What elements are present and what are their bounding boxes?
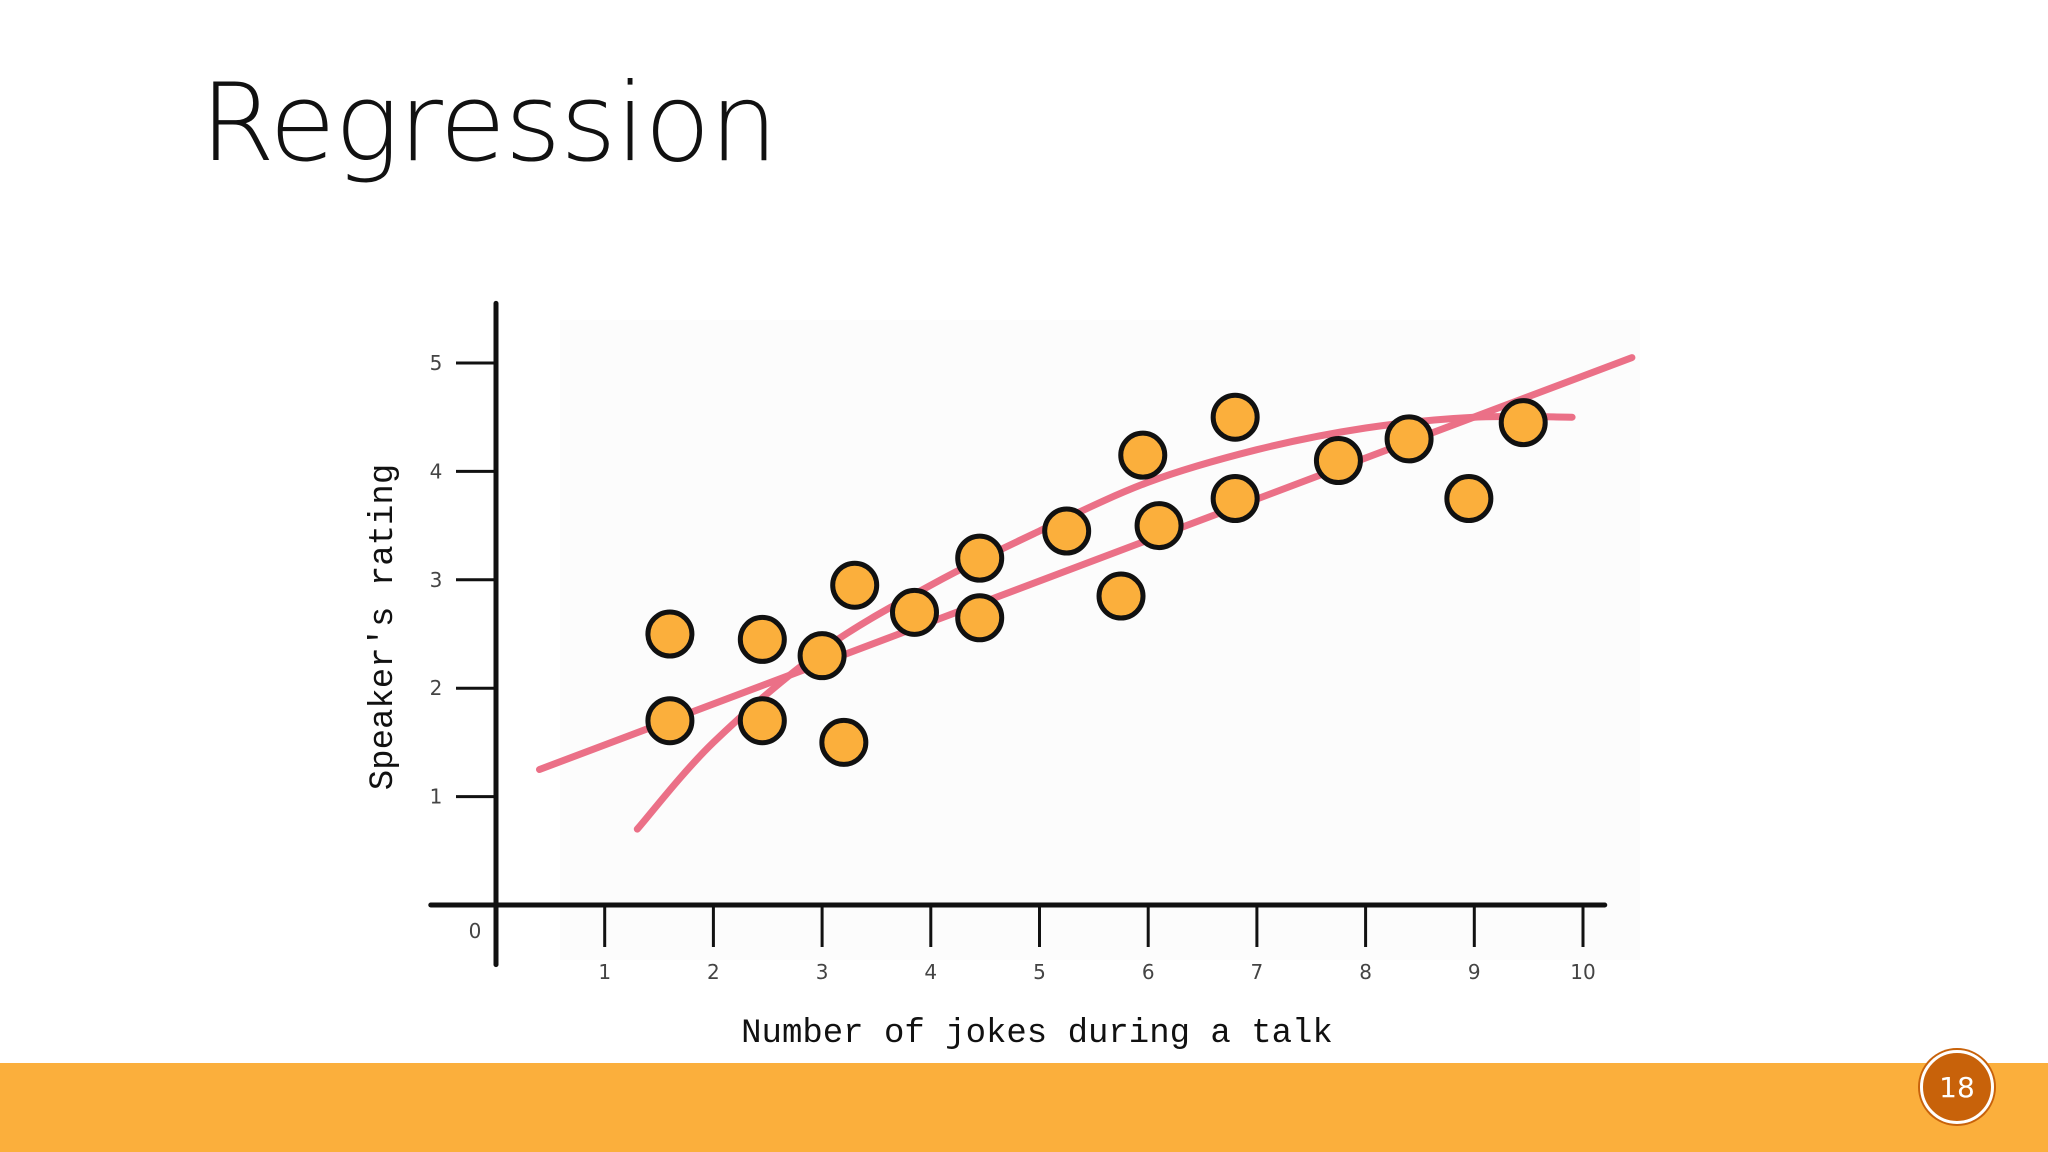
page-number-badge: 18: [1920, 1050, 1994, 1124]
y-tick-label: 3: [430, 568, 443, 592]
x-axis-label: Number of jokes during a talk: [741, 1015, 1333, 1053]
data-point: [819, 717, 869, 767]
slide-title: Regression: [200, 61, 778, 186]
x-tick-label: 10: [1570, 960, 1595, 984]
data-point: [1313, 436, 1363, 486]
data-point: [1118, 430, 1168, 480]
data-point: [737, 696, 787, 746]
data-point: [645, 696, 695, 746]
data-point: [737, 614, 787, 664]
data-point: [1444, 474, 1494, 523]
bottom-bar: [0, 1063, 2048, 1152]
data-point: [1210, 474, 1260, 523]
y-axis-ticks: 1 2 3 4 5: [430, 351, 496, 809]
data-point: [1042, 506, 1092, 556]
data-point: [1210, 392, 1260, 442]
y-tick-label: 4: [430, 459, 443, 483]
origin-label: 0: [469, 919, 482, 943]
data-points: [645, 392, 1548, 767]
data-point: [645, 609, 695, 659]
y-axis-label: Speaker's rating: [365, 464, 403, 790]
data-point: [1498, 398, 1548, 448]
x-tick-label: 4: [924, 960, 937, 984]
data-point: [955, 533, 1005, 583]
axes: [428, 300, 1608, 968]
data-point: [955, 593, 1005, 643]
x-tick-label: 9: [1468, 960, 1481, 984]
data-point: [889, 587, 939, 637]
data-point: [1096, 571, 1146, 621]
y-tick-label: 5: [430, 351, 443, 375]
y-tick-label: 1: [430, 785, 443, 809]
data-point: [830, 560, 880, 610]
data-point: [1384, 414, 1434, 464]
x-tick-label: 1: [598, 960, 611, 984]
x-tick-label: 2: [707, 960, 720, 984]
data-point: [1134, 501, 1184, 551]
x-tick-label: 8: [1359, 960, 1372, 984]
x-axis-ticks: 1 2 3 4 5 6 7 8 9 10: [598, 905, 1596, 984]
x-tick-label: 6: [1142, 960, 1155, 984]
data-point: [797, 631, 847, 681]
x-tick-label: 5: [1033, 960, 1046, 984]
y-tick-label: 2: [430, 676, 443, 700]
x-tick-label: 3: [816, 960, 829, 984]
linear-fit-line: [536, 354, 1636, 773]
x-tick-label: 7: [1251, 960, 1264, 984]
